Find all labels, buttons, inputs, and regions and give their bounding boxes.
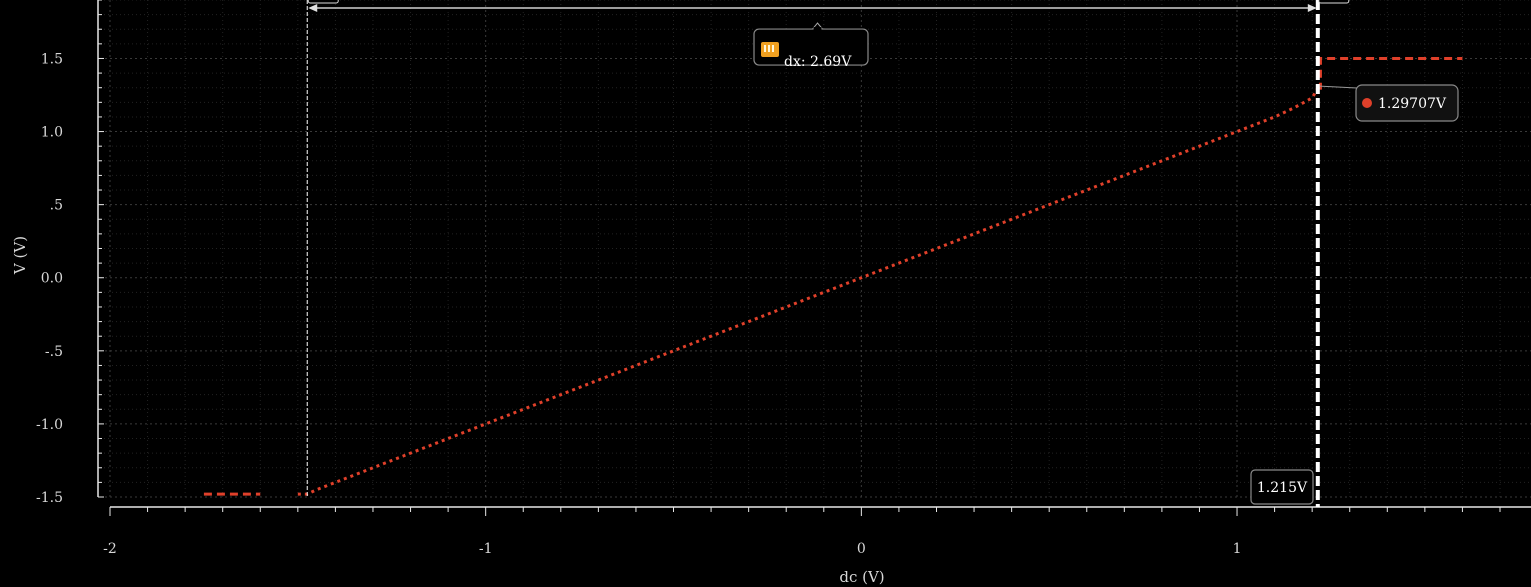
- x-tick-label: -1: [479, 541, 493, 557]
- y-tick-label: 0.0: [41, 271, 63, 287]
- y-axis-title: V (V): [11, 236, 29, 275]
- delta-bars-icon-stroke: [768, 45, 770, 52]
- y-tick-label: 1.5: [41, 51, 63, 67]
- cursor-b-value-tag[interactable]: [1250, 469, 1314, 505]
- grid: [100, 0, 1531, 498]
- cursor-b-handle[interactable]: [1318, 0, 1350, 4]
- cursor-a-handle[interactable]: [307, 0, 339, 4]
- delta-bars-icon-stroke: [764, 45, 766, 52]
- point-value-tag[interactable]: [1355, 84, 1459, 122]
- cursors[interactable]: [306, 0, 1350, 507]
- arrow-left-icon: [308, 4, 318, 13]
- x-tick-label: 0: [857, 541, 866, 557]
- delta-tag-pointer-join: [813, 27, 822, 31]
- ticks: 1.5 1.0 .5 0.0 -.5 -1.0 -1.5 -2 -1 0 1: [36, 0, 1501, 557]
- cursor-b-value-label: 1.215V: [1257, 480, 1308, 496]
- tags[interactable]: dx: 2.69V 1.215V 1.29707V: [753, 22, 1459, 505]
- arrow-right-icon: [1307, 4, 1317, 13]
- x-tick-label: -2: [103, 541, 117, 557]
- x-axis-title: dc (V): [839, 568, 884, 586]
- series-layer: [203, 56, 1463, 496]
- point-dot-icon: [1362, 98, 1372, 108]
- delta-tag[interactable]: [753, 28, 869, 66]
- x-tick-label: 1: [1233, 541, 1242, 557]
- y-tick-label: -.5: [45, 344, 63, 360]
- delta-label: dx: 2.69V: [784, 54, 852, 70]
- series-line: [297, 87, 1320, 496]
- point-value-label: 1.29707V: [1378, 96, 1447, 112]
- y-tick-label: .5: [50, 198, 63, 214]
- y-tick-label: -1.5: [36, 490, 63, 506]
- y-tick-label: 1.0: [41, 125, 63, 141]
- delta-bars-icon-stroke: [772, 45, 774, 52]
- y-tick-label: -1.0: [36, 417, 63, 433]
- point-tag-leader: [1319, 85, 1358, 89]
